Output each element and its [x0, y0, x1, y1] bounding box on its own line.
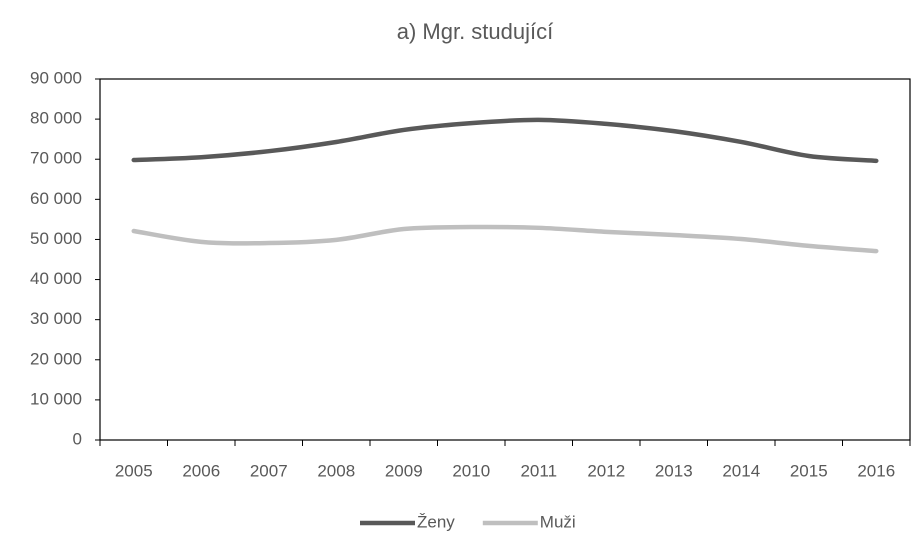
x-tick-label: 2013 [655, 461, 693, 480]
x-tick-label: 2016 [857, 461, 895, 480]
y-tick-label: 90 000 [30, 68, 82, 87]
x-tick-label: 2011 [520, 461, 557, 480]
y-tick-label: 0 [73, 429, 82, 448]
x-tick-label: 2010 [452, 461, 490, 480]
y-tick-label: 50 000 [30, 229, 82, 248]
y-tick-label: 80 000 [30, 109, 82, 128]
y-tick-label: 10 000 [30, 389, 82, 408]
y-tick-label: 60 000 [30, 189, 82, 208]
x-tick-label: 2014 [722, 461, 760, 480]
line-series [131, 117, 879, 164]
y-tick-label: 70 000 [30, 149, 82, 168]
line-series [131, 224, 879, 254]
x-tick-label: 2015 [790, 461, 828, 480]
x-tick-label: 2007 [250, 461, 288, 480]
y-tick-label: 30 000 [30, 309, 82, 328]
y-tick-label: 40 000 [30, 269, 82, 288]
x-tick-label: 2012 [587, 461, 625, 480]
legend-label: Ženy [417, 512, 455, 531]
x-tick-label: 2006 [182, 461, 220, 480]
x-tick-label: 2005 [115, 461, 153, 480]
legend-label: Muži [540, 512, 576, 531]
x-tick-label: 2008 [317, 461, 355, 480]
plot-frame [99, 78, 911, 441]
y-tick-label: 20 000 [30, 349, 82, 368]
x-tick-label: 2009 [385, 461, 423, 480]
chart-title: a) Mgr. studující [397, 19, 554, 44]
